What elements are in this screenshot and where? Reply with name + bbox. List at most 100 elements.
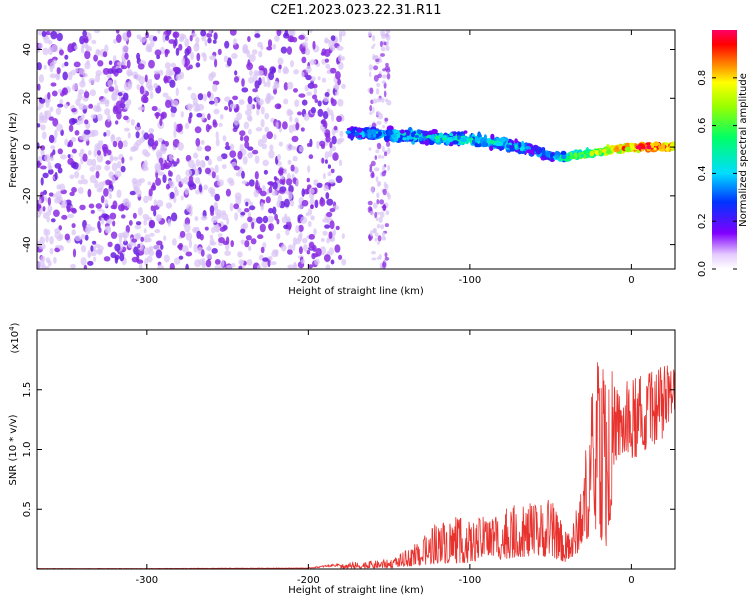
- noise-point: [370, 186, 375, 193]
- noise-point: [167, 218, 171, 227]
- noise-point: [148, 133, 155, 141]
- noise-point: [137, 63, 145, 70]
- noise-point: [200, 215, 208, 221]
- noise-point: [248, 205, 256, 211]
- noise-point: [247, 36, 251, 42]
- noise-point: [96, 102, 101, 111]
- noise-point: [221, 259, 225, 267]
- noise-point: [135, 131, 140, 139]
- noise-point: [248, 245, 252, 251]
- noise-point: [195, 159, 201, 167]
- noise-point: [303, 113, 310, 121]
- noise-point: [91, 39, 97, 45]
- noise-point: [82, 153, 88, 162]
- noise-point: [386, 141, 391, 147]
- noise-point: [217, 179, 224, 187]
- noise-point: [382, 204, 387, 212]
- noise-point: [101, 213, 108, 219]
- snr-y-ticks: 0.5 1.0 1.5: [22, 382, 675, 517]
- noise-point: [266, 131, 274, 140]
- noise-point: [212, 83, 218, 92]
- noise-point: [159, 118, 163, 127]
- y-tick-label: 40: [22, 43, 33, 56]
- noise-point: [314, 199, 319, 209]
- noise-point: [375, 176, 379, 183]
- noise-point: [377, 235, 382, 242]
- noise-point: [137, 207, 143, 216]
- noise-point: [162, 92, 169, 98]
- noise-point: [179, 230, 186, 238]
- noise-point: [254, 80, 260, 89]
- noise-point: [200, 30, 207, 37]
- snr-x-label: Height of straight line (km): [288, 585, 424, 596]
- noise-point: [150, 39, 155, 48]
- noise-point: [178, 43, 183, 51]
- noise-point: [84, 119, 89, 125]
- signal-point: [535, 147, 540, 152]
- noise-point: [223, 55, 229, 63]
- signal-point: [549, 152, 554, 159]
- noise-point: [186, 66, 191, 71]
- noise-point: [260, 45, 264, 51]
- noise-point: [316, 182, 323, 188]
- noise-point: [80, 45, 85, 54]
- noise-point: [233, 117, 240, 126]
- noise-point: [244, 141, 250, 149]
- noise-point: [173, 129, 177, 138]
- noise-point: [187, 159, 195, 169]
- noise-point: [152, 36, 158, 42]
- noise-point: [287, 264, 294, 269]
- signal-point: [353, 131, 360, 137]
- signal-point: [646, 144, 652, 150]
- signal-point: [580, 154, 584, 158]
- noise-point: [175, 47, 180, 56]
- noise-point: [57, 148, 63, 155]
- noise-point: [295, 179, 299, 188]
- signal-point: [554, 155, 560, 159]
- noise-point: [209, 241, 217, 246]
- noise-point: [195, 62, 201, 68]
- noise-point: [136, 122, 141, 128]
- noise-point: [385, 68, 391, 73]
- noise-point: [229, 143, 235, 151]
- noise-point: [237, 150, 243, 160]
- noise-point: [144, 234, 151, 243]
- noise-point: [300, 127, 305, 132]
- noise-point: [103, 67, 110, 75]
- noise-point: [278, 64, 282, 70]
- noise-point: [381, 74, 387, 79]
- noise-point: [381, 155, 385, 159]
- signal-point: [414, 135, 419, 138]
- noise-point: [338, 54, 343, 63]
- noise-point: [307, 208, 313, 216]
- noise-point: [312, 244, 317, 252]
- noise-point: [71, 223, 76, 229]
- noise-point: [245, 109, 252, 116]
- noise-point: [59, 233, 64, 240]
- noise-point: [112, 220, 116, 227]
- noise-point: [280, 244, 287, 252]
- noise-point: [149, 220, 154, 227]
- noise-point: [373, 202, 378, 209]
- noise-point: [183, 176, 189, 185]
- noise-point: [96, 150, 102, 156]
- noise-point: [122, 140, 128, 148]
- noise-point: [240, 228, 246, 234]
- noise-point: [198, 184, 203, 193]
- spectrogram-x-ticks: -300 -200 -100 0: [135, 30, 635, 286]
- noise-point: [155, 249, 163, 259]
- noise-point: [55, 107, 62, 116]
- noise-point: [259, 223, 266, 233]
- noise-point: [218, 237, 225, 244]
- noise-point: [333, 125, 338, 131]
- noise-point: [309, 138, 313, 148]
- noise-point: [327, 171, 332, 177]
- noise-point: [272, 206, 277, 215]
- noise-point: [376, 142, 382, 150]
- signal-point: [457, 135, 461, 141]
- noise-point: [330, 35, 336, 41]
- noise-point: [368, 147, 372, 151]
- noise-point: [290, 164, 295, 172]
- noise-point: [165, 35, 170, 41]
- noise-point: [267, 39, 273, 48]
